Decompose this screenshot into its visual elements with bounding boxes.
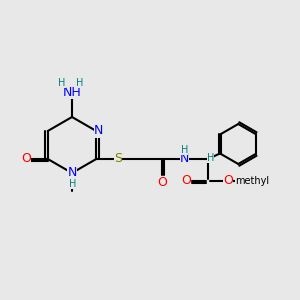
Text: N: N	[94, 124, 103, 137]
Text: H: H	[58, 78, 66, 88]
Text: N: N	[180, 152, 189, 166]
Text: O: O	[21, 152, 31, 166]
Text: H: H	[207, 153, 214, 163]
Text: H: H	[76, 78, 84, 88]
Text: O: O	[223, 175, 233, 188]
Text: O: O	[157, 176, 167, 188]
Text: H: H	[69, 179, 77, 189]
Text: O: O	[181, 175, 191, 188]
Text: H: H	[181, 145, 188, 155]
Text: NH: NH	[63, 85, 81, 98]
Text: methyl: methyl	[235, 176, 269, 186]
Text: N: N	[67, 167, 77, 179]
Text: S: S	[114, 152, 122, 166]
